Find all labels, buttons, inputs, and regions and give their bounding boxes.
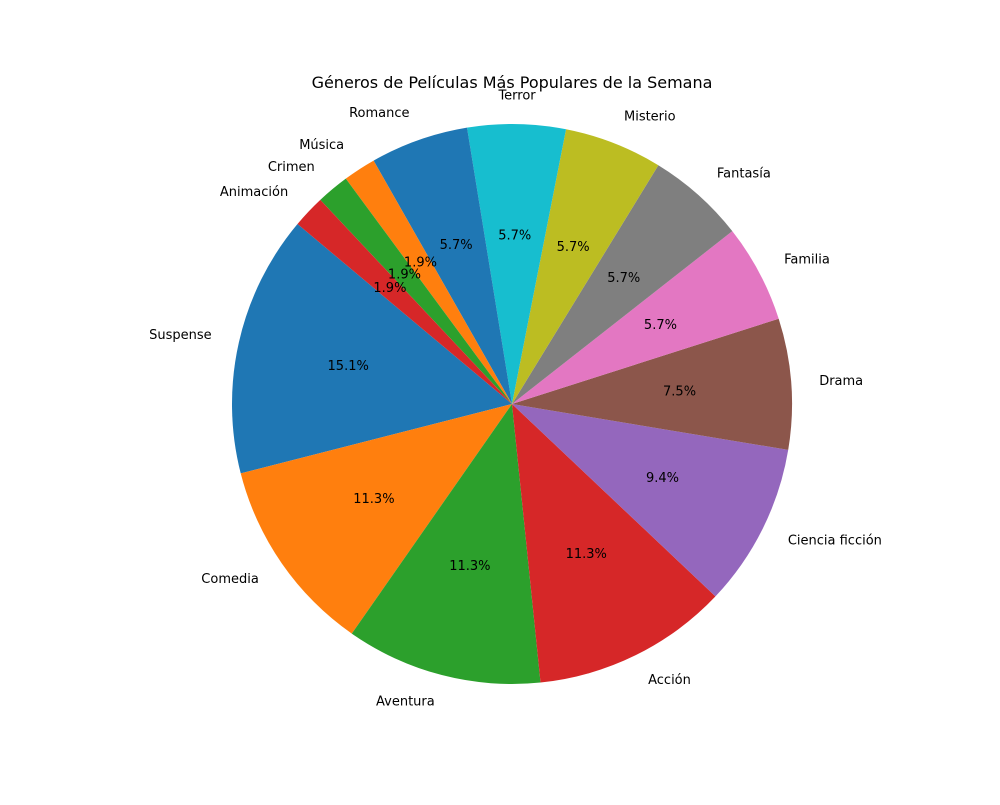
pie-slice-musica: [345, 160, 512, 404]
pie-slice-crimen: [320, 178, 512, 404]
slice-label-misterio: Misterio: [624, 110, 676, 125]
pie-slice-terror: [467, 124, 567, 404]
pie-slices: [231, 124, 792, 684]
slice-label-suspense: Suspense: [149, 328, 212, 343]
pie-slice-misterio: [512, 129, 659, 404]
slice-label-crimen: Crimen: [268, 160, 315, 175]
pct-label-terror: 5.7%: [498, 229, 531, 244]
pct-label-familia: 5.7%: [644, 318, 677, 333]
slice-label-terror: Terror: [497, 89, 536, 104]
pct-label-romance: 5.7%: [440, 238, 473, 253]
pct-label-misterio: 5.7%: [557, 240, 590, 255]
chart-title: Géneros de Películas Más Populares de la…: [312, 73, 713, 92]
pie-slice-accion: [512, 404, 716, 683]
pie-slice-suspense: [231, 224, 512, 474]
slice-label-familia: Familia: [784, 252, 830, 267]
slice-label-comedia: Comedia: [201, 572, 259, 587]
slice-label-drama: Drama: [819, 374, 863, 389]
pct-label-comedia: 11.3%: [353, 492, 394, 507]
pct-label-musica: 1.9%: [404, 256, 437, 271]
slice-label-romance: Romance: [349, 106, 409, 121]
pie-slice-familia: [512, 231, 779, 404]
pct-label-drama: 7.5%: [663, 384, 696, 399]
slice-label-animacion: Animación: [220, 185, 288, 200]
slice-label-ciencia-ficcion: Ciencia ficción: [788, 534, 882, 549]
pct-label-crimen: 1.9%: [388, 267, 421, 282]
percentage-labels: 15.1% 11.3% 11.3% 11.3% 9.4% 7.5% 5.7% 5.7% 5.7%…: [328, 229, 697, 575]
slice-label-accion: Acción: [648, 673, 691, 688]
pie-slice-romance: [373, 127, 512, 404]
pie-slice-aventura: [351, 404, 541, 684]
slice-labels: Suspense Comedia Aventura Acción Ciencia fic…: [149, 89, 882, 710]
pct-label-accion: 11.3%: [566, 547, 607, 562]
pct-label-suspense: 15.1%: [328, 359, 369, 374]
slice-label-aventura: Aventura: [376, 695, 435, 710]
pct-label-aventura: 11.3%: [449, 559, 490, 574]
pct-label-fantasia: 5.7%: [607, 271, 640, 286]
pct-label-ciencia-ficcion: 9.4%: [646, 471, 679, 486]
slice-label-fantasia: Fantasía: [717, 167, 771, 182]
pct-label-animacion: 1.9%: [373, 281, 406, 296]
pie-slice-fantasia: [512, 165, 733, 404]
pie-slice-ciencia-ficcion: [512, 404, 789, 597]
slice-label-musica: Música: [299, 138, 344, 153]
pie-slice-animacion: [297, 199, 512, 404]
pie-slice-drama: [512, 318, 792, 450]
pie-slice-comedia: [240, 404, 512, 634]
